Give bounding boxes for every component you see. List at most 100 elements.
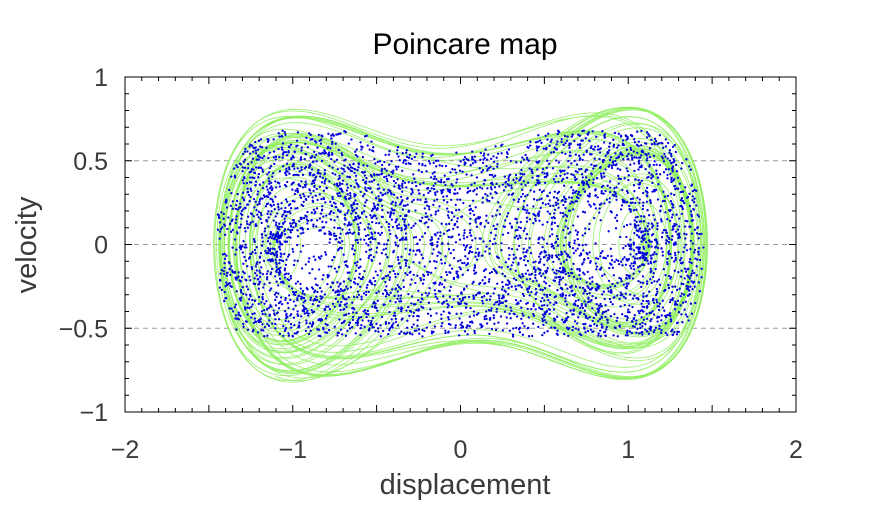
poincare-point: [370, 191, 374, 194]
poincare-point: [606, 287, 610, 290]
poincare-point: [383, 160, 386, 164]
poincare-point: [435, 260, 438, 263]
poincare-point: [488, 332, 491, 336]
poincare-point: [282, 151, 285, 154]
poincare-point: [278, 262, 281, 265]
poincare-point: [543, 263, 546, 266]
poincare-point: [374, 305, 377, 308]
poincare-point: [389, 232, 392, 236]
poincare-point: [493, 227, 497, 231]
poincare-point: [283, 267, 287, 270]
poincare-point: [646, 230, 649, 233]
poincare-point: [381, 194, 384, 197]
poincare-point: [405, 214, 408, 218]
poincare-point: [340, 152, 343, 155]
poincare-point: [308, 188, 311, 191]
poincare-point: [284, 206, 287, 210]
poincare-point: [563, 197, 567, 200]
poincare-point: [387, 265, 391, 268]
poincare-point: [660, 220, 663, 223]
poincare-point: [495, 214, 498, 217]
poincare-point: [567, 271, 570, 275]
poincare-point: [316, 146, 319, 149]
poincare-point: [400, 310, 403, 313]
poincare-point: [395, 152, 399, 155]
poincare-point: [689, 168, 692, 171]
poincare-point: [231, 269, 234, 272]
poincare-point: [316, 290, 319, 294]
poincare-point: [475, 313, 479, 316]
poincare-point: [491, 215, 494, 218]
poincare-point: [584, 243, 587, 246]
poincare-point: [557, 129, 560, 132]
poincare-point: [546, 304, 549, 307]
poincare-point: [609, 300, 612, 304]
poincare-point: [487, 280, 491, 283]
poincare-point: [617, 259, 620, 263]
poincare-point: [354, 150, 357, 153]
poincare-point: [497, 294, 500, 297]
poincare-point: [329, 218, 333, 221]
poincare-point: [384, 295, 388, 298]
poincare-point: [650, 177, 653, 180]
poincare-point: [292, 300, 296, 303]
poincare-point: [308, 173, 312, 177]
poincare-point: [550, 138, 553, 141]
poincare-point: [514, 256, 518, 259]
poincare-point: [652, 224, 655, 227]
poincare-point: [434, 213, 437, 216]
poincare-point: [435, 312, 438, 315]
poincare-point: [515, 177, 518, 180]
poincare-point: [472, 269, 476, 272]
poincare-point: [373, 231, 377, 234]
poincare-point: [495, 271, 498, 275]
poincare-point: [270, 236, 274, 240]
poincare-point: [334, 205, 337, 209]
poincare-point: [361, 146, 364, 149]
poincare-point: [458, 297, 461, 301]
poincare-point: [648, 155, 652, 159]
poincare-point: [624, 244, 627, 248]
poincare-point: [456, 275, 459, 278]
poincare-point: [397, 294, 400, 297]
poincare-point: [529, 189, 532, 192]
poincare-point: [269, 213, 272, 216]
poincare-point: [412, 173, 415, 176]
poincare-point: [251, 157, 255, 160]
poincare-point: [640, 154, 643, 157]
poincare-point: [437, 159, 440, 162]
poincare-point: [525, 220, 529, 223]
poincare-point: [517, 261, 520, 265]
poincare-point: [669, 172, 672, 175]
poincare-point: [504, 261, 507, 264]
poincare-point: [348, 228, 351, 231]
poincare-point: [573, 242, 576, 245]
poincare-point: [379, 335, 383, 338]
poincare-point: [378, 160, 382, 163]
poincare-point: [629, 163, 632, 166]
poincare-point: [559, 253, 563, 256]
poincare-point: [250, 265, 253, 269]
poincare-point: [639, 309, 642, 313]
poincare-point: [223, 224, 227, 227]
poincare-point: [668, 149, 672, 152]
poincare-point: [374, 279, 377, 283]
poincare-point: [267, 324, 271, 327]
poincare-point: [291, 247, 294, 251]
poincare-point: [367, 313, 370, 316]
poincare-point: [416, 274, 419, 277]
poincare-point: [660, 331, 663, 335]
poincare-point: [499, 315, 503, 318]
poincare-point: [287, 320, 290, 323]
poincare-point: [447, 177, 450, 181]
poincare-point: [336, 289, 340, 292]
poincare-point: [262, 154, 266, 158]
poincare-point: [396, 178, 399, 181]
poincare-point: [287, 228, 290, 231]
poincare-point: [519, 161, 523, 164]
poincare-point: [341, 295, 345, 298]
poincare-point: [392, 322, 395, 325]
poincare-point: [233, 238, 237, 241]
poincare-point: [272, 219, 275, 222]
poincare-point: [256, 331, 260, 334]
